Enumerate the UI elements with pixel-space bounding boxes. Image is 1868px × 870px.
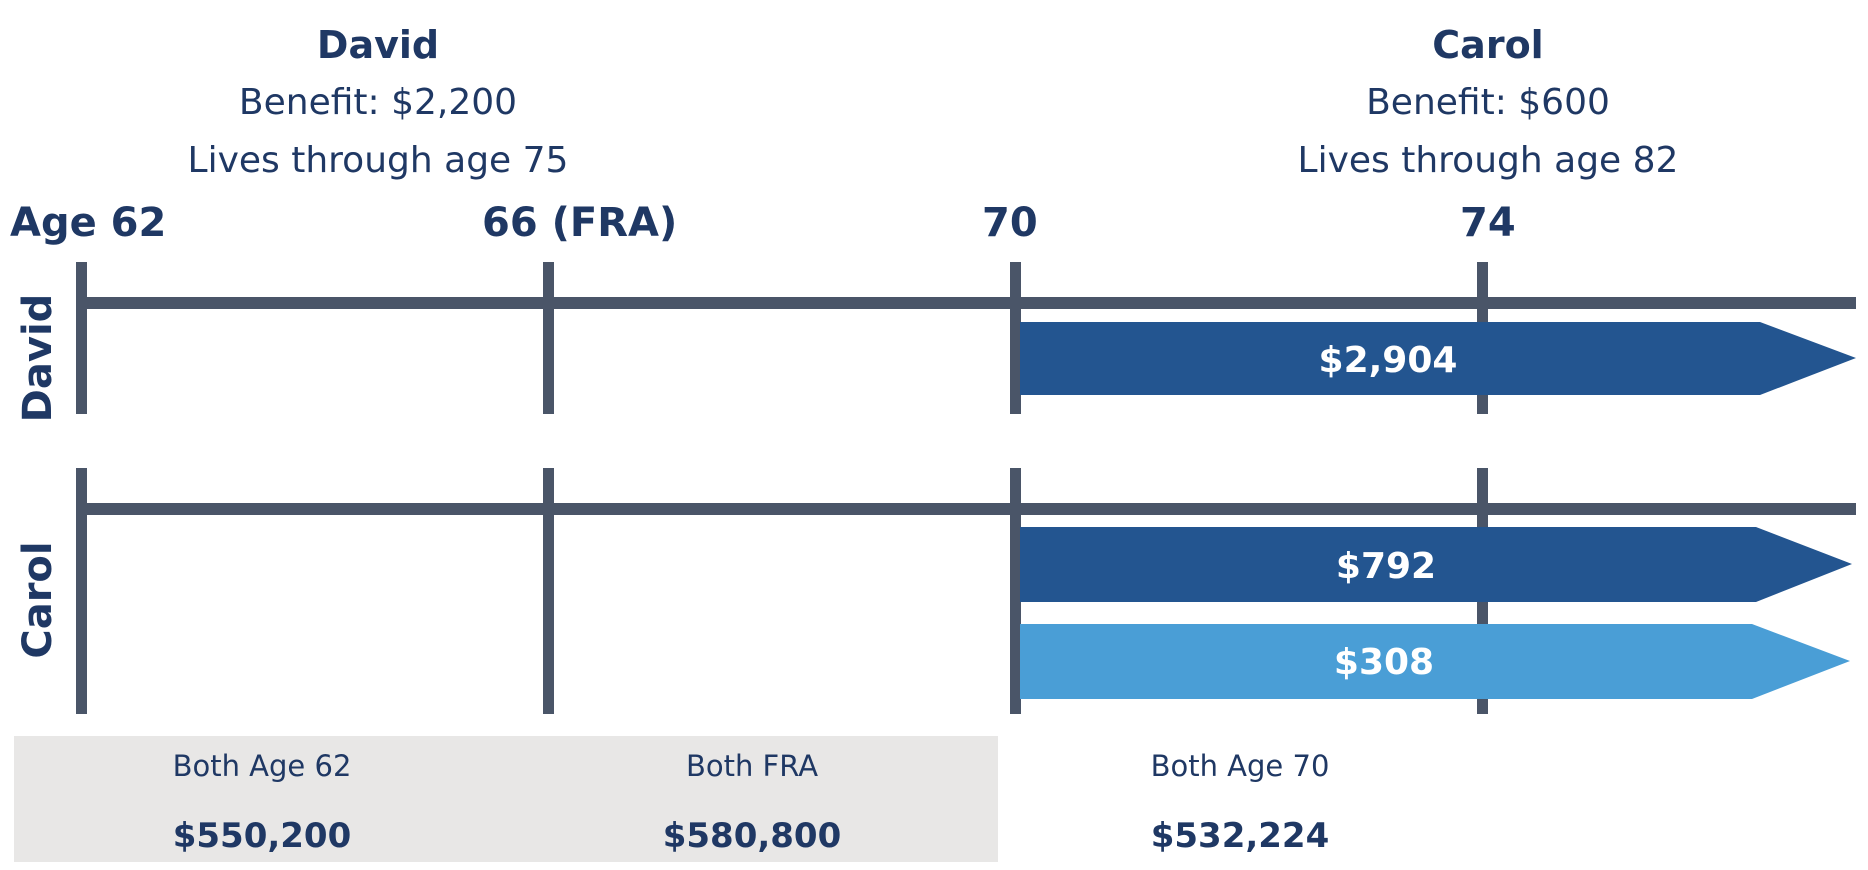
david-row-label: David xyxy=(15,293,61,423)
david-lives: Lives through age 75 xyxy=(187,140,569,181)
summary-background xyxy=(14,736,998,862)
carol-header: Carol Benefit: $600 Lives through age 82 xyxy=(1208,16,1768,190)
summary-label: Both FRA xyxy=(685,749,819,783)
carol-benefit: Benefit: $600 xyxy=(1366,82,1610,123)
summary-both-age-70: Both Age 70 $532,224 xyxy=(1090,736,1390,862)
david-name: David xyxy=(316,23,440,67)
summary-value: $550,200 xyxy=(172,816,352,856)
carol-tick-66 xyxy=(543,468,554,714)
carol-main-bar-label: $792 xyxy=(1336,546,1436,587)
carol-tick-70 xyxy=(1010,468,1021,714)
david-tick-70 xyxy=(1010,262,1021,414)
tick-label-74: 74 xyxy=(1460,200,1516,246)
summary-label: Both Age 70 xyxy=(1150,749,1330,783)
carol-secondary-bar-label: $308 xyxy=(1334,642,1434,683)
summary-value: $580,800 xyxy=(662,816,842,856)
summary-both-age-62: Both Age 62 $550,200 xyxy=(112,736,412,862)
summary-both-fra: Both FRA $580,800 xyxy=(602,736,902,862)
david-benefit-bar xyxy=(1020,322,1856,395)
carol-lives: Lives through age 82 xyxy=(1297,140,1679,181)
tick-label-fra: 66 (FRA) xyxy=(482,200,678,246)
david-bar-label: $2,904 xyxy=(1319,340,1458,381)
tick-label-70: 70 xyxy=(982,200,1038,246)
tick-label-age-62: Age 62 xyxy=(10,200,167,246)
david-benefit: Benefit: $2,200 xyxy=(238,82,518,123)
david-tick-62 xyxy=(76,262,87,414)
david-timeline-line xyxy=(76,297,1856,309)
summary-label: Both Age 62 xyxy=(172,749,352,783)
carol-main-bar xyxy=(1020,527,1852,602)
carol-name: Carol xyxy=(1432,23,1544,67)
carol-timeline-line xyxy=(76,503,1856,515)
carol-row-label: Carol xyxy=(15,541,61,659)
summary-value: $532,224 xyxy=(1150,816,1330,856)
david-header: David Benefit: $2,200 Lives through age … xyxy=(98,16,658,190)
carol-tick-62 xyxy=(76,468,87,714)
carol-secondary-bar xyxy=(1020,624,1850,699)
david-tick-66 xyxy=(543,262,554,414)
